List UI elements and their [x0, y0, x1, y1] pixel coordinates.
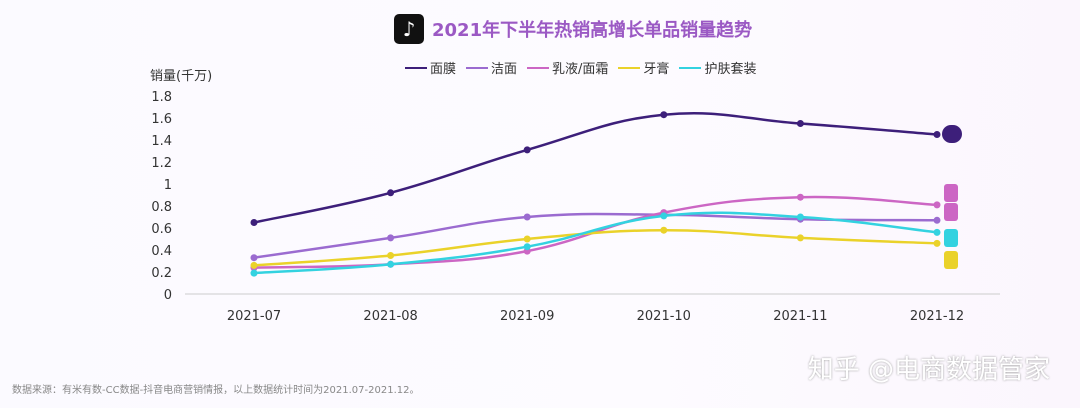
tiktok-logo-icon: ♪	[394, 14, 424, 44]
y-tick-label: 1.6	[151, 112, 172, 127]
legend: 面膜 洁面 乳液/面霜 牙膏 护肤套装	[405, 58, 756, 77]
data-point	[933, 201, 941, 209]
x-tick-label: 2021-11	[773, 309, 827, 324]
data-point	[796, 120, 804, 127]
chart-title: 2021年下半年热销高增长单品销量趋势	[432, 20, 753, 41]
series-1	[250, 211, 941, 262]
data-point	[523, 146, 531, 154]
data-point	[250, 219, 258, 226]
data-point	[250, 254, 258, 262]
watermark: 知乎 @电商数据管家	[807, 355, 1050, 385]
legend-label: 护肤套装	[704, 62, 757, 77]
y-tick-label: 0.6	[151, 222, 172, 237]
x-tick-label: 2021-08	[363, 309, 417, 324]
data-point	[796, 193, 804, 201]
series-line	[253, 228, 938, 267]
legend-swatch	[679, 66, 702, 69]
data-point	[523, 243, 531, 251]
legend-label: 乳液/面霜	[552, 62, 609, 77]
series-line	[253, 111, 938, 224]
lotion-icon	[944, 184, 958, 202]
data-point	[660, 111, 668, 119]
data-point	[387, 234, 395, 242]
mask-icon	[942, 125, 962, 143]
y-tick-label: 0	[164, 288, 172, 303]
y-tick-label: 1	[164, 178, 172, 193]
legend-item: 乳液/面霜	[527, 58, 608, 77]
legend-item: 洁面	[466, 58, 517, 77]
data-point	[933, 216, 941, 224]
legend-label: 面膜	[430, 62, 457, 77]
series-3	[250, 226, 941, 269]
data-point	[660, 226, 668, 234]
y-tick-label: 1.8	[151, 90, 172, 105]
data-point	[933, 131, 941, 138]
legend-label: 牙膏	[643, 62, 670, 77]
data-point	[523, 235, 531, 243]
data-point	[250, 269, 258, 277]
y-tick-label: 0.4	[151, 244, 172, 259]
series-line	[253, 211, 938, 275]
data-point	[387, 252, 395, 259]
y-axis-label: 销量(千万)	[150, 69, 212, 84]
legend-item: 护肤套装	[679, 58, 756, 77]
y-tick-label: 1.4	[151, 134, 172, 149]
data-point	[933, 228, 941, 236]
legend-swatch	[466, 66, 489, 69]
data-point	[660, 212, 668, 220]
data-point	[387, 260, 395, 268]
data-point	[796, 234, 804, 242]
x-tick-label: 2021-12	[910, 309, 964, 324]
data-point	[523, 213, 531, 221]
x-tick-label: 2021-09	[500, 309, 554, 324]
x-tick-label: 2021-10	[637, 309, 691, 324]
y-tick-label: 0.2	[151, 266, 172, 281]
data-point	[250, 261, 258, 269]
series-0	[250, 111, 941, 226]
x-tick-label: 2021-07	[227, 309, 281, 324]
legend-swatch	[618, 66, 641, 69]
legend-swatch	[527, 66, 550, 69]
source-note: 数据来源：有米有数-CC数据-抖音电商营销情报，以上数据统计时间为2021.07…	[12, 385, 420, 396]
series-4	[250, 211, 941, 277]
data-point	[933, 239, 941, 247]
toothbrush-icon	[944, 229, 958, 247]
cream-icon	[944, 203, 958, 221]
legend-item: 面膜	[405, 58, 456, 77]
y-tick-label: 0.8	[151, 200, 172, 215]
legend-swatch	[405, 66, 427, 69]
legend-label: 洁面	[491, 62, 518, 77]
data-point	[387, 189, 395, 197]
chart-title-area: ♪ 2021年下半年热销高增长单品销量趋势	[394, 14, 752, 44]
y-tick-label: 1.2	[151, 156, 172, 171]
toothpaste-icon	[944, 251, 958, 269]
data-point	[796, 213, 804, 221]
legend-item: 牙膏	[618, 58, 669, 77]
